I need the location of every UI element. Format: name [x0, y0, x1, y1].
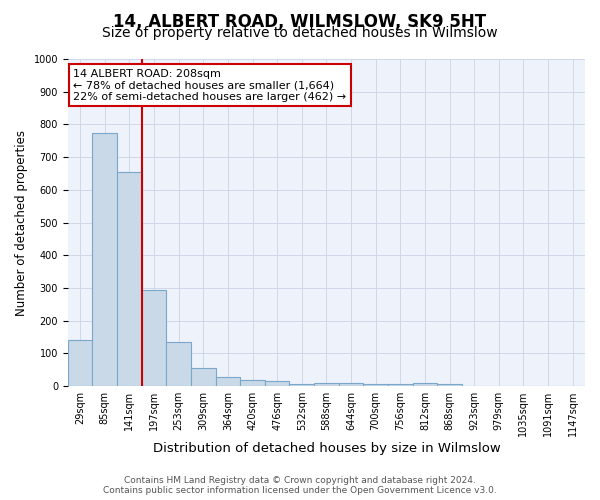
Bar — [265, 382, 289, 386]
Y-axis label: Number of detached properties: Number of detached properties — [15, 130, 28, 316]
Bar — [92, 132, 117, 386]
Bar — [413, 383, 437, 386]
Bar — [339, 383, 364, 386]
Bar — [314, 383, 339, 386]
Bar — [142, 290, 166, 386]
Bar — [289, 384, 314, 386]
Text: Contains HM Land Registry data © Crown copyright and database right 2024.
Contai: Contains HM Land Registry data © Crown c… — [103, 476, 497, 495]
Bar — [437, 384, 462, 386]
Text: Size of property relative to detached houses in Wilmslow: Size of property relative to detached ho… — [102, 26, 498, 40]
Bar — [240, 380, 265, 386]
Bar — [215, 377, 240, 386]
Bar — [191, 368, 215, 386]
X-axis label: Distribution of detached houses by size in Wilmslow: Distribution of detached houses by size … — [152, 442, 500, 455]
Bar — [117, 172, 142, 386]
Text: 14 ALBERT ROAD: 208sqm
← 78% of detached houses are smaller (1,664)
22% of semi-: 14 ALBERT ROAD: 208sqm ← 78% of detached… — [73, 69, 346, 102]
Bar — [388, 384, 413, 386]
Text: 14, ALBERT ROAD, WILMSLOW, SK9 5HT: 14, ALBERT ROAD, WILMSLOW, SK9 5HT — [113, 12, 487, 30]
Bar — [166, 342, 191, 386]
Bar — [364, 384, 388, 386]
Bar — [68, 340, 92, 386]
